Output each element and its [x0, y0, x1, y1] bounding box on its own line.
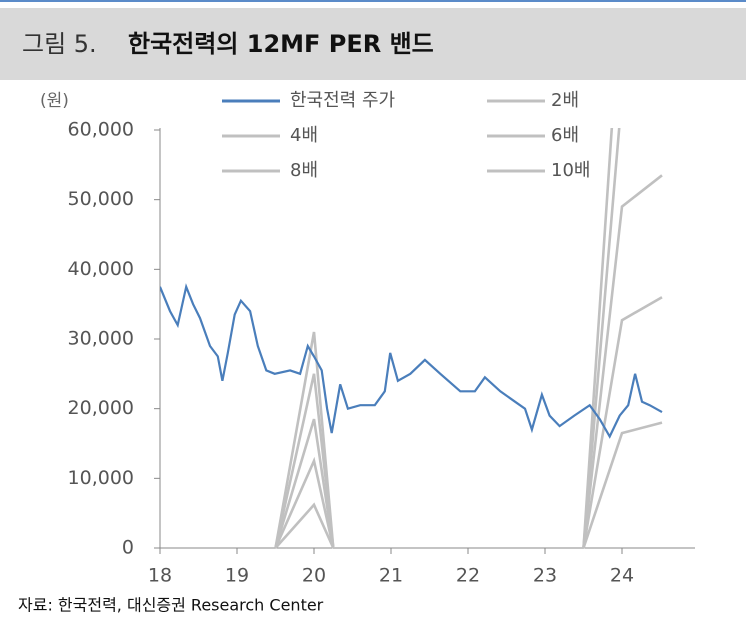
y-tick-label: 40,000: [68, 258, 134, 280]
y-unit: (원): [40, 91, 69, 111]
figure-label: 그림 5.: [22, 30, 97, 58]
legend-label: 8배: [290, 160, 318, 181]
y-tick-label: 20,000: [68, 397, 134, 419]
y-tick-label: 30,000: [68, 328, 134, 350]
y-tick-label: 0: [122, 537, 134, 559]
x-tick-label: 18: [148, 565, 172, 587]
legend-label: 2배: [551, 90, 579, 111]
y-tick-label: 60,000: [68, 119, 134, 141]
series-line: [160, 283, 663, 439]
legend-label: 6배: [551, 125, 579, 146]
x-tick-label: 22: [456, 565, 480, 587]
x-tick-label: 19: [225, 565, 249, 587]
legend-label: 10배: [551, 160, 590, 181]
x-tick-label: 20: [302, 565, 326, 587]
legend-label: 한국전력 주가: [290, 90, 395, 111]
series-line: [274, 128, 614, 549]
series-line: [274, 174, 663, 549]
y-tick-label: 10,000: [68, 467, 134, 489]
series-line: [274, 128, 621, 549]
title-bar: [0, 8, 746, 80]
x-tick-label: 23: [533, 565, 557, 587]
plot-area: [160, 128, 663, 549]
x-tick-label: 24: [610, 565, 634, 587]
chart-title: 한국전력의 12MF PER 밴드: [128, 30, 434, 58]
y-tick-label: 50,000: [68, 188, 134, 210]
series-line: [274, 296, 663, 549]
legend-label: 4배: [290, 125, 318, 146]
series-line: [274, 421, 663, 549]
x-tick-label: 21: [379, 565, 403, 587]
source-note: 자료: 한국전력, 대신증권 Research Center: [18, 596, 324, 615]
top-rule: [0, 0, 746, 2]
